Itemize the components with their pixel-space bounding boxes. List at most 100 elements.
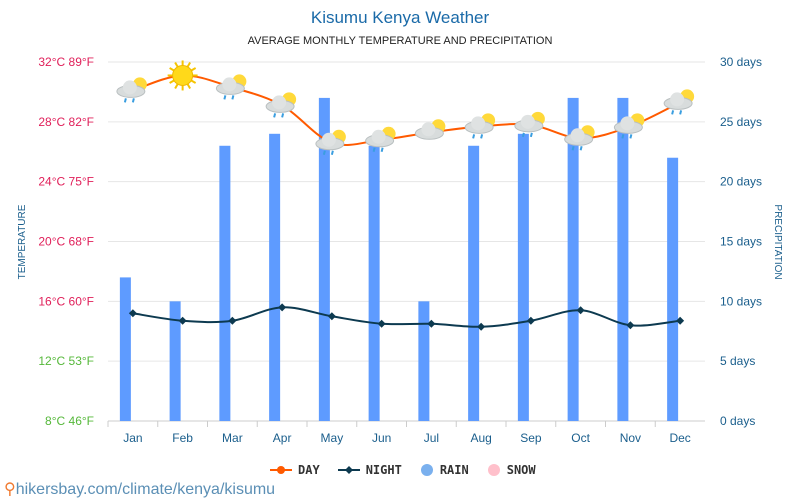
left-tick-label: 32°C 89°F bbox=[38, 55, 94, 69]
cloud bbox=[620, 116, 635, 131]
right-tick-label: 20 days bbox=[720, 175, 762, 189]
x-tick-label: Nov bbox=[620, 431, 641, 445]
rain-bar bbox=[119, 277, 131, 421]
cloud bbox=[570, 128, 585, 143]
sun-ray bbox=[169, 67, 175, 72]
night-point bbox=[178, 316, 187, 325]
raindrop bbox=[322, 150, 326, 156]
sun-ray bbox=[190, 67, 197, 72]
sun-icon bbox=[167, 60, 198, 91]
raindrop bbox=[529, 132, 533, 138]
cloud-rain-icon bbox=[663, 89, 695, 115]
cloud bbox=[122, 80, 137, 95]
rain-bar bbox=[169, 301, 181, 421]
day-line bbox=[132, 74, 681, 146]
right-tick-label: 0 days bbox=[720, 414, 755, 428]
rain-bar bbox=[468, 145, 480, 421]
cloud-sun-icon bbox=[414, 119, 446, 140]
cloud bbox=[321, 132, 336, 147]
cloud bbox=[421, 122, 436, 137]
x-tick-label: Mar bbox=[222, 431, 243, 445]
right-tick-label: 5 days bbox=[720, 354, 755, 368]
cloud bbox=[222, 77, 237, 92]
left-tick-label: 12°C 53°F bbox=[38, 354, 94, 368]
sun-ray bbox=[186, 83, 191, 89]
cloud-rain-icon bbox=[613, 113, 645, 139]
x-tick-label: Apr bbox=[273, 431, 292, 445]
y-axis-label-right: PRECIPITATION bbox=[772, 204, 783, 279]
right-tick-label: 15 days bbox=[720, 235, 762, 249]
raindrop bbox=[231, 95, 235, 100]
right-tick-label: 30 days bbox=[720, 55, 762, 69]
cloud-rain-icon bbox=[215, 74, 247, 100]
rain-bar bbox=[219, 145, 231, 421]
cloud bbox=[371, 129, 386, 144]
cloud-rain-icon bbox=[116, 77, 147, 103]
legend-night[interactable]: NIGHT bbox=[337, 463, 402, 477]
sun-ray bbox=[190, 79, 197, 84]
raindrop bbox=[521, 132, 525, 138]
rain-bar bbox=[269, 133, 281, 422]
cloud-rain-icon bbox=[514, 111, 545, 138]
cloud-rain-icon bbox=[564, 125, 595, 151]
raindrop bbox=[223, 95, 227, 100]
night-point bbox=[526, 316, 535, 325]
raindrop bbox=[629, 134, 633, 139]
y-axis-label-left: TEMPERATURE bbox=[17, 204, 28, 279]
legend-rain[interactable]: RAIN bbox=[420, 463, 469, 477]
legend-day[interactable]: DAY bbox=[270, 463, 320, 477]
raindrop bbox=[621, 134, 625, 139]
source-link[interactable]: ⚲hikersbay.com/climate/kenya/kisumu bbox=[4, 481, 276, 498]
night-point bbox=[228, 316, 237, 325]
sun-ray bbox=[169, 79, 175, 84]
cloud-rain-icon bbox=[315, 129, 346, 156]
x-tick-label: May bbox=[321, 431, 344, 445]
cloud bbox=[471, 116, 486, 131]
night-point bbox=[377, 319, 386, 328]
rain-bar bbox=[418, 301, 430, 421]
legend: DAY NIGHT RAIN SNOW bbox=[270, 463, 536, 477]
cloud bbox=[670, 92, 685, 107]
night-point bbox=[427, 319, 436, 328]
night-point bbox=[327, 312, 336, 321]
rain-bar bbox=[567, 97, 579, 422]
legend-snow[interactable]: SNOW bbox=[487, 463, 536, 477]
x-tick-label: Sep bbox=[520, 431, 542, 445]
raindrop bbox=[671, 110, 675, 115]
x-tick-label: Jul bbox=[424, 431, 439, 445]
left-tick-label: 28°C 82°F bbox=[38, 115, 94, 129]
night-point bbox=[676, 316, 685, 325]
raindrop bbox=[571, 146, 575, 151]
x-tick-label: Aug bbox=[470, 431, 491, 445]
sun-ray bbox=[174, 61, 179, 68]
raindrop bbox=[380, 147, 384, 153]
raindrop bbox=[273, 113, 277, 118]
raindrop bbox=[330, 150, 334, 156]
night-point bbox=[576, 306, 585, 315]
cloud-rain-icon bbox=[265, 92, 297, 118]
sun-ray bbox=[174, 83, 179, 89]
raindrop bbox=[480, 134, 484, 139]
location-pin-icon: ⚲ bbox=[4, 481, 16, 498]
cloud-rain-icon bbox=[365, 126, 396, 153]
night-point bbox=[128, 309, 137, 318]
rain-bar bbox=[617, 97, 629, 422]
night-point bbox=[278, 303, 287, 312]
x-tick-label: Jun bbox=[372, 431, 391, 445]
left-tick-label: 20°C 68°F bbox=[38, 235, 94, 249]
right-tick-label: 25 days bbox=[720, 115, 762, 129]
night-point bbox=[477, 322, 486, 331]
left-tick-label: 24°C 75°F bbox=[38, 175, 94, 189]
x-tick-label: Feb bbox=[172, 431, 193, 445]
raindrop bbox=[372, 147, 376, 153]
rain-bar bbox=[318, 97, 330, 422]
chart-subtitle: AVERAGE MONTHLY TEMPERATURE AND PRECIPIT… bbox=[247, 35, 553, 47]
x-tick-label: Dec bbox=[669, 431, 690, 445]
cloud bbox=[520, 114, 535, 129]
raindrop bbox=[131, 98, 135, 103]
raindrop bbox=[679, 110, 683, 115]
raindrop bbox=[123, 98, 127, 103]
chart-title: Kisumu Kenya Weather bbox=[310, 8, 490, 27]
rain-bar bbox=[517, 133, 529, 422]
